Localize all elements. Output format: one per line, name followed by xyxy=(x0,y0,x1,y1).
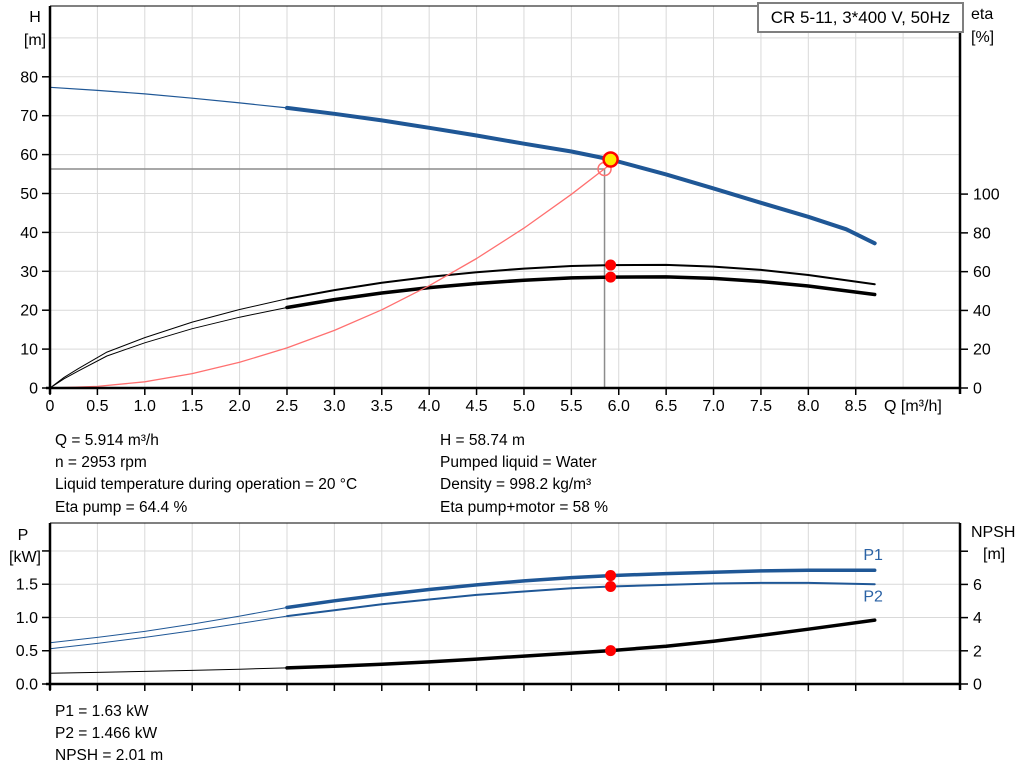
pump-title-box: CR 5-11, 3*400 V, 50Hz xyxy=(757,2,964,33)
p2-label: P2 xyxy=(863,589,883,606)
info-line-npsh: NPSH = 2.01 m xyxy=(55,747,164,765)
head-curve xyxy=(285,105,877,246)
y-axis-title-left-unit: [kW] xyxy=(9,549,41,566)
x-tick-label: 7.5 xyxy=(750,398,772,415)
x-tick-label: 1.0 xyxy=(134,398,156,415)
y-tick-label-left: 30 xyxy=(20,264,38,281)
y-tick-label-left: 0 xyxy=(29,381,38,398)
y-axis-title-right-unit: [%] xyxy=(971,29,994,46)
x-axis-title: Q [m³/h] xyxy=(884,398,942,415)
info-line-liquid-temp: Liquid temperature during operation = 20… xyxy=(55,476,358,494)
x-tick-label: 2.0 xyxy=(228,398,250,415)
y-tick-label-left: 60 xyxy=(20,147,38,164)
y-tick-label-left: 1.0 xyxy=(16,610,38,627)
x-tick-label: 3.0 xyxy=(323,398,345,415)
y-tick-label-left: 40 xyxy=(20,225,38,242)
power-npsh-data: P1 = 1.63 kW P2 = 1.466 kW NPSH = 2.01 m xyxy=(55,701,163,768)
y-tick-label-right: 100 xyxy=(973,187,1000,204)
y-tick-label-right: 2 xyxy=(973,643,982,660)
y-tick-label-right: 6 xyxy=(973,577,982,594)
y-axis-title-right-unit: [m] xyxy=(983,546,1005,563)
info-line-h: H = 58.74 m xyxy=(440,432,525,449)
y-tick-label-left: 50 xyxy=(20,186,38,203)
operating-point xyxy=(602,151,619,168)
eta-pump-motor-curve xyxy=(285,275,877,310)
p1-label: P1 xyxy=(863,547,883,564)
y-tick-label-left: 20 xyxy=(20,303,38,320)
y-tick-label-left: 10 xyxy=(20,342,38,359)
x-tick-label: 5.5 xyxy=(560,398,582,415)
npsh-curve-thin xyxy=(49,667,288,674)
info-line-density: Density = 998.2 kg/m³ xyxy=(440,476,592,494)
system-curve-thin xyxy=(49,160,616,389)
x-tick-label: 7.0 xyxy=(702,398,724,415)
info-line-eta-pump-motor: Eta pump+motor = 58 % xyxy=(440,498,609,516)
x-tick-label: 0 xyxy=(46,398,55,415)
y-tick-label-right: 0 xyxy=(973,677,982,694)
head-curve-thin xyxy=(49,86,288,109)
info-line-pumped-liquid: Pumped liquid = Water xyxy=(440,454,597,472)
npsh-point xyxy=(605,645,617,657)
x-tick-label: 2.5 xyxy=(276,398,298,415)
y-tick-label-left: 70 xyxy=(20,108,38,125)
npsh-curve xyxy=(285,618,877,670)
eta-pump-motor-curve-thin xyxy=(49,307,288,389)
info-line-p1: P1 = 1.63 kW xyxy=(55,703,149,720)
info-line-eta-pump: Eta pump = 64.4 % xyxy=(55,498,188,516)
y-tick-label-right: 0 xyxy=(973,381,982,398)
x-tick-label: 8.5 xyxy=(845,398,867,415)
x-tick-label: 0.5 xyxy=(86,398,108,415)
y-tick-label-right: 20 xyxy=(973,342,991,359)
x-tick-label: 6.0 xyxy=(608,398,630,415)
y-tick-label-left: 80 xyxy=(20,69,38,86)
eta-pump-point xyxy=(605,259,617,271)
info-line-q: Q = 5.914 m³/h xyxy=(55,432,159,449)
eta-pump-curve xyxy=(286,263,876,300)
y-axis-title-right: eta xyxy=(971,6,993,23)
p2-point xyxy=(605,580,617,592)
y-tick-label-right: 80 xyxy=(973,225,991,242)
x-tick-label: 6.5 xyxy=(655,398,677,415)
pump-title: CR 5-11, 3*400 V, 50Hz xyxy=(770,7,951,27)
y-axis-title-right: NPSH xyxy=(971,524,1015,541)
x-tick-label: 4.0 xyxy=(418,398,440,415)
p1-point xyxy=(605,570,617,582)
operating-data-right: H = 58.74 m Pumped liquid = Water Densit… xyxy=(440,430,608,519)
p1-curve-thin xyxy=(49,607,288,644)
operating-data-left: Q = 5.914 m³/h n = 2953 rpm Liquid tempe… xyxy=(55,430,357,519)
x-tick-label: 4.5 xyxy=(465,398,487,415)
p2-curve xyxy=(286,581,876,618)
x-tick-label: 1.5 xyxy=(181,398,203,415)
eta-pump-curve-thin xyxy=(49,298,288,389)
y-tick-label-right: 4 xyxy=(973,610,982,627)
p1-curve xyxy=(285,568,877,610)
info-line-n: n = 2953 rpm xyxy=(55,454,147,472)
eta-pump-motor-point xyxy=(605,271,617,283)
y-tick-label-left: 0.5 xyxy=(16,643,38,660)
y-tick-label-right: 40 xyxy=(973,303,991,320)
y-tick-label-left: 0.0 xyxy=(16,677,38,694)
y-axis-title-left: P xyxy=(18,527,29,544)
x-tick-label: 3.5 xyxy=(371,398,393,415)
y-axis-title-left: H xyxy=(29,9,41,26)
y-axis-title-left-unit: [m] xyxy=(24,32,46,49)
x-tick-label: 5.0 xyxy=(513,398,535,415)
y-tick-label-right: 60 xyxy=(973,264,991,281)
y-tick-label-left: 1.5 xyxy=(16,577,38,594)
p2-curve-thin xyxy=(49,615,288,650)
x-tick-label: 8.0 xyxy=(797,398,819,415)
info-line-p2: P2 = 1.466 kW xyxy=(55,725,158,743)
